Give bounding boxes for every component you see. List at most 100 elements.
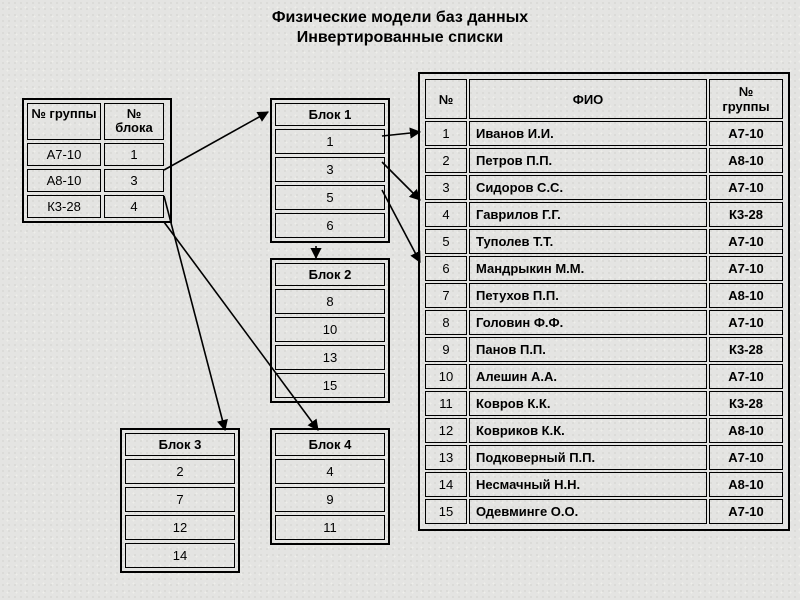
block3-title: Блок 3 [125,433,235,456]
student-num: 15 [425,499,467,524]
block1-value: 3 [275,157,385,182]
block3-value: 12 [125,515,235,540]
block4-value: 4 [275,459,385,484]
group-cell-group: К3-28 [27,195,101,218]
block4-panel: Блок 4 4 9 11 [270,428,390,545]
group-cell-group: А8-10 [27,169,101,192]
table-row: 2Петров П.П.А8-10 [425,148,783,173]
student-group: А8-10 [709,283,783,308]
student-num: 4 [425,202,467,227]
student-group: К3-28 [709,202,783,227]
table-row: 8Головин Ф.Ф.А7-10 [425,310,783,335]
block1-panel: Блок 1 1 3 5 6 [270,98,390,243]
block4-value: 9 [275,487,385,512]
table-row: 5Туполев Т.Т.А7-10 [425,229,783,254]
group-cell-block: 3 [104,169,164,192]
group-header-block: № блока [104,103,164,140]
table-row: 4Гаврилов Г.Г.К3-28 [425,202,783,227]
student-name: Сидоров С.С. [469,175,707,200]
student-num: 7 [425,283,467,308]
student-group: А7-10 [709,121,783,146]
block1-value: 1 [275,129,385,154]
students-header-name: ФИО [469,79,707,119]
table-row: 11Ковров К.К.К3-28 [425,391,783,416]
student-num: 9 [425,337,467,362]
student-num: 2 [425,148,467,173]
block3-value: 7 [125,487,235,512]
group-cell-block: 4 [104,195,164,218]
student-group: А7-10 [709,499,783,524]
student-name: Алешин А.А. [469,364,707,389]
student-group: А7-10 [709,364,783,389]
table-row: 3Сидоров С.С.А7-10 [425,175,783,200]
student-name: Подковерный П.П. [469,445,707,470]
table-row: 10Алешин А.А.А7-10 [425,364,783,389]
group-header-group: № группы [27,103,101,140]
student-group: А7-10 [709,229,783,254]
student-name: Ковров К.К. [469,391,707,416]
student-name: Петров П.П. [469,148,707,173]
group-cell-group: А7-10 [27,143,101,166]
block3-panel: Блок 3 2 7 12 14 [120,428,240,573]
table-row: 7Петухов П.П.А8-10 [425,283,783,308]
student-name: Панов П.П. [469,337,707,362]
table-row: 1Иванов И.И.А7-10 [425,121,783,146]
student-num: 14 [425,472,467,497]
student-num: 5 [425,229,467,254]
student-num: 8 [425,310,467,335]
students-header-num: № [425,79,467,119]
student-name: Головин Ф.Ф. [469,310,707,335]
student-num: 1 [425,121,467,146]
table-row: 14Несмачный Н.Н.А8-10 [425,472,783,497]
block2-title: Блок 2 [275,263,385,286]
students-header-group: № группы [709,79,783,119]
table-row: 15Одевминге О.О.А7-10 [425,499,783,524]
title-line-2: Инвертированные списки [0,28,800,48]
block1-title: Блок 1 [275,103,385,126]
arrow [164,112,268,170]
block4-value: 11 [275,515,385,540]
student-group: А7-10 [709,256,783,281]
block2-value: 13 [275,345,385,370]
block4-title: Блок 4 [275,433,385,456]
table-row: 9Панов П.П.К3-28 [425,337,783,362]
student-group: А8-10 [709,148,783,173]
student-name: Одевминге О.О. [469,499,707,524]
students-table: № ФИО № группы 1Иванов И.И.А7-102Петров … [418,72,790,531]
page-title: Физические модели баз данных Инвертирова… [0,8,800,48]
student-name: Несмачный Н.Н. [469,472,707,497]
table-row: 6Мандрыкин М.М.А7-10 [425,256,783,281]
block1-value: 5 [275,185,385,210]
student-group: А8-10 [709,418,783,443]
block1-value: 6 [275,213,385,238]
student-group: А7-10 [709,445,783,470]
title-line-1: Физические модели баз данных [0,8,800,28]
student-name: Туполев Т.Т. [469,229,707,254]
student-num: 6 [425,256,467,281]
block2-value: 8 [275,289,385,314]
student-num: 3 [425,175,467,200]
student-name: Гаврилов Г.Г. [469,202,707,227]
student-num: 13 [425,445,467,470]
block3-value: 14 [125,543,235,568]
arrow [164,196,225,430]
table-row: 12Ковриков К.К.А8-10 [425,418,783,443]
student-num: 12 [425,418,467,443]
table-row: 13Подковерный П.П.А7-10 [425,445,783,470]
student-group: А7-10 [709,175,783,200]
student-name: Мандрыкин М.М. [469,256,707,281]
student-num: 11 [425,391,467,416]
student-group: А8-10 [709,472,783,497]
block2-panel: Блок 2 8 10 13 15 [270,258,390,403]
student-name: Иванов И.И. [469,121,707,146]
group-block-table: № группы № блока А7-101А8-103К3-284 [22,98,172,223]
group-cell-block: 1 [104,143,164,166]
block2-value: 10 [275,317,385,342]
block2-value: 15 [275,373,385,398]
student-group: А7-10 [709,310,783,335]
student-group: К3-28 [709,391,783,416]
student-name: Ковриков К.К. [469,418,707,443]
student-group: К3-28 [709,337,783,362]
student-num: 10 [425,364,467,389]
block3-value: 2 [125,459,235,484]
